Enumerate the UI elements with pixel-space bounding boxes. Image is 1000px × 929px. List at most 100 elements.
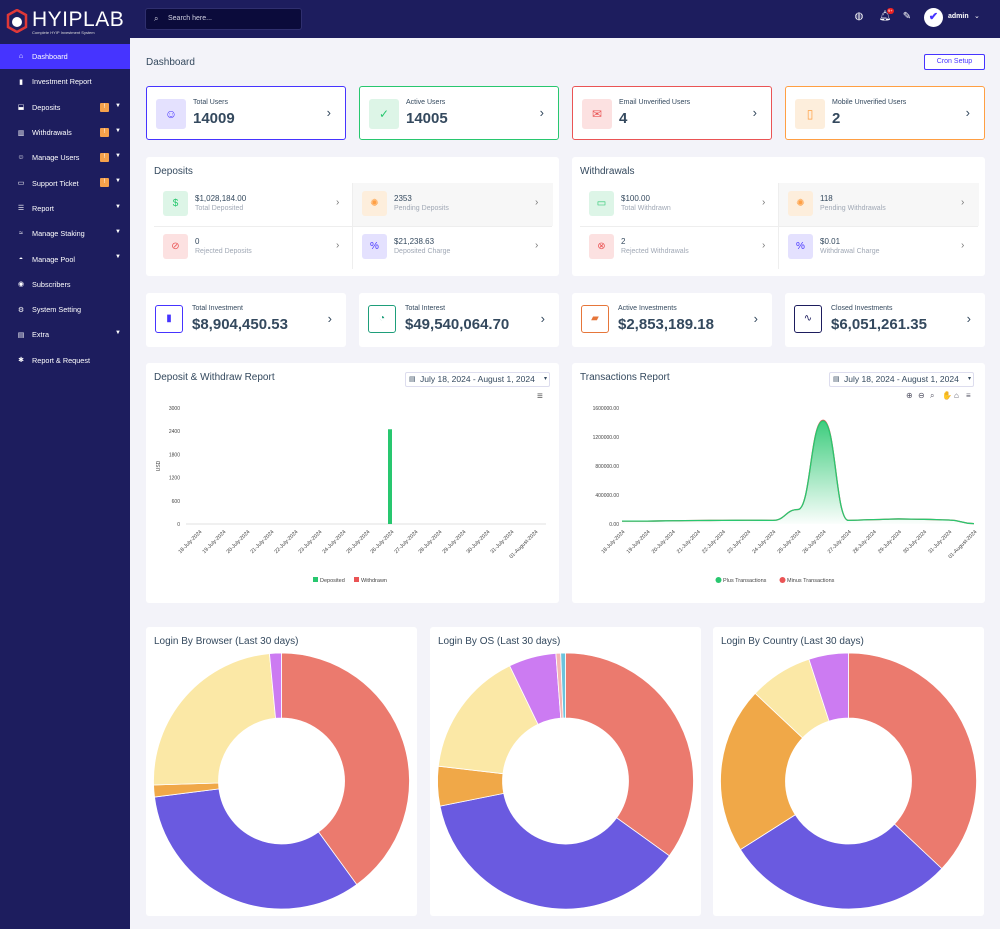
legend-swatch [779, 577, 786, 583]
x-tick-label: 30-July-2024 [466, 529, 492, 555]
donut-slice[interactable] [848, 652, 977, 870]
chevron-down-icon: ▾ [967, 376, 971, 382]
y-tick-label: 1800 [169, 452, 180, 458]
series-line-plus-transactions[interactable] [621, 420, 975, 525]
withdrawals-item-pending-withdrawals[interactable]: ✺ 118 Pending Withdrawals › [779, 183, 979, 226]
stat-value: $21,238.63 [394, 237, 435, 246]
x-tick-label: 19-July-2024 [626, 529, 652, 555]
sidebar-item-manage-users[interactable]: ☺ Manage Users! ▼ [0, 145, 130, 170]
donut-slice[interactable] [154, 788, 358, 910]
chevron-right-icon: › [535, 240, 539, 251]
chevron-right-icon: › [540, 311, 545, 326]
donut-slice[interactable] [269, 652, 282, 719]
brand-tagline: Complete HYIP Investment System [32, 30, 95, 35]
legend-label[interactable]: Minus Transactions [787, 578, 835, 584]
widget-total-users[interactable]: ☺ Total Users 14009 › [146, 86, 346, 140]
sidebar-item-label: Manage Pool [32, 254, 76, 264]
login-country-donut [720, 652, 977, 910]
stat-value: $1,028,184.00 [195, 194, 247, 203]
bar-deposited[interactable] [388, 429, 392, 524]
deposits-item-rejected-deposits[interactable]: ⊘ 0 Rejected Deposits › [154, 226, 354, 269]
donut-slice[interactable] [720, 692, 804, 851]
donut-slice[interactable] [560, 652, 566, 719]
zoom-out-icon[interactable]: ⊖ [918, 391, 925, 400]
donut-slice[interactable] [739, 814, 943, 910]
donut-slice[interactable] [565, 652, 694, 857]
withdrawals-item-rejected-withdrawals[interactable]: ⊗ 2 Rejected Withdrawals › [580, 226, 780, 269]
chevron-right-icon: › [752, 105, 757, 120]
donut-slice[interactable] [281, 652, 410, 886]
sidebar-item-support-ticket[interactable]: ▭ Support Ticket! ▼ [0, 170, 130, 195]
search-input[interactable]: ⌕ Search here... [145, 8, 302, 30]
legend-label[interactable]: Plus Transactions [723, 578, 767, 584]
investment-total-interest[interactable]: ◔ Total Interest $49,540,064.70 › [359, 293, 559, 347]
sidebar-item-extra[interactable]: ▤ Extra ▼ [0, 322, 130, 347]
sidebar-item-manage-staking[interactable]: ≈ Manage Staking ▼ [0, 221, 130, 246]
logo-icon [6, 9, 28, 33]
menu-icon[interactable]: ≡ [966, 391, 971, 400]
legend-label[interactable]: Withdrawn [361, 578, 387, 584]
sidebar-item-withdrawals[interactable]: ▥ Withdrawals! ▼ [0, 120, 130, 145]
bell-icon[interactable]: 🔔︎ 9+ [878, 8, 894, 22]
donut-slice[interactable] [808, 652, 849, 722]
withdrawals-item-withdrawal-charge[interactable]: % $0.01 Withdrawal Charge › [779, 226, 979, 269]
chevron-down-icon[interactable]: ⌄ [974, 13, 980, 20]
widget-mobile-unverified-users[interactable]: ▯ Mobile Unverified Users 2 › [785, 86, 985, 140]
x-tick-label: 20-July-2024 [226, 529, 252, 555]
avatar[interactable]: ✔ [924, 8, 943, 27]
x-tick-label: 23-July-2024 [298, 529, 324, 555]
search-icon[interactable]: ⌕ [930, 391, 934, 400]
spinner-icon: ✺ [788, 191, 813, 216]
percent-icon: % [788, 234, 813, 259]
deposits-item-total-deposited[interactable]: $ $1,028,184.00 Total Deposited › [154, 183, 354, 226]
widget-value: 14005 [406, 110, 448, 127]
sidebar-item-report-request[interactable]: ✱ Report & Request [0, 348, 130, 373]
sidebar-item-report[interactable]: ☰ Report ▼ [0, 196, 130, 221]
x-tick-label: 29-July-2024 [877, 529, 903, 555]
menu-icon[interactable]: ≡ [537, 391, 543, 402]
deposits-item-deposited-charge[interactable]: % $21,238.63 Deposited Charge › [353, 226, 553, 269]
cron-setup-button[interactable]: Cron Setup [924, 54, 985, 70]
y-tick-label: 600 [172, 499, 181, 505]
x-tick-label: 26-July-2024 [802, 529, 828, 555]
deposits-item-pending-deposits[interactable]: ✺ 2353 Pending Deposits › [353, 183, 553, 226]
sidebar-item-system-setting[interactable]: ⚙ System Setting [0, 297, 130, 322]
brand-logo[interactable]: HYIPLAB Complete HYIP Investment System [6, 6, 126, 36]
widget-active-users[interactable]: ✓ Active Users 14005 › [359, 86, 559, 140]
login-by-os-card: Login By OS (Last 30 days) [430, 627, 701, 916]
series-line-minus-transactions[interactable] [621, 419, 975, 525]
donut-slice[interactable] [439, 792, 670, 910]
chevron-right-icon: › [336, 197, 340, 208]
transactions-date-range-picker[interactable]: ▤ July 18, 2024 - August 1, 2024 ▾ [829, 372, 974, 387]
stat-label: Total Withdrawn [621, 205, 671, 212]
y-tick-label: 800000.00 [595, 464, 619, 470]
zoom-in-icon[interactable]: ⊕ [906, 391, 913, 400]
alert-badge: ! [100, 127, 109, 137]
wrench-icon[interactable]: ✎ [902, 11, 912, 22]
staking-icon: ≈ [19, 230, 23, 238]
investment-active-investments[interactable]: ▰ Active Investments $2,853,189.18 › [572, 293, 772, 347]
stat-label: Rejected Deposits [195, 248, 252, 255]
sidebar-nav: ⌂ Dashboard ▮ Investment Report ⬓ Deposits! ▼ ▥… [0, 44, 130, 373]
chevron-right-icon: › [753, 311, 758, 326]
donut-slice[interactable] [153, 653, 277, 786]
sidebar-item-manage-pool[interactable]: ◓ Manage Pool ▼ [0, 246, 130, 271]
legend-label[interactable]: Deposited [320, 578, 345, 584]
investment-closed-investments[interactable]: ∿ Closed Investments $6,051,261.35 › [785, 293, 985, 347]
sidebar-item-label: Report [32, 203, 54, 213]
home-icon[interactable]: ⌂ [954, 391, 959, 400]
deposit-date-range-picker[interactable]: ▤ July 18, 2024 - August 1, 2024 ▾ [405, 372, 550, 387]
pan-icon[interactable]: ✋ [942, 390, 952, 400]
investment-total-investment[interactable]: ▮ Total Investment $8,904,450.53 › [146, 293, 346, 347]
widget-email-unverified-users[interactable]: ✉ Email Unverified Users 4 › [572, 86, 772, 140]
sidebar-item-dashboard[interactable]: ⌂ Dashboard [0, 44, 130, 70]
withdrawals-item-total-withdrawn[interactable]: ▭ $100.00 Total Withdrawn › [580, 183, 780, 226]
sidebar-item-label: Dashboard [32, 52, 68, 62]
y-tick-label: 2400 [169, 429, 180, 435]
sidebar-item-subscribers[interactable]: ◉ Subscribers [0, 272, 130, 297]
sidebar-item-deposits[interactable]: ⬓ Deposits! ▼ [0, 95, 130, 120]
admin-username[interactable]: admin [948, 13, 969, 20]
globe-icon[interactable]: ◍ [854, 11, 864, 22]
sidebar-item-investment-report[interactable]: ▮ Investment Report [0, 69, 130, 94]
stat-value: 2353 [394, 194, 412, 203]
